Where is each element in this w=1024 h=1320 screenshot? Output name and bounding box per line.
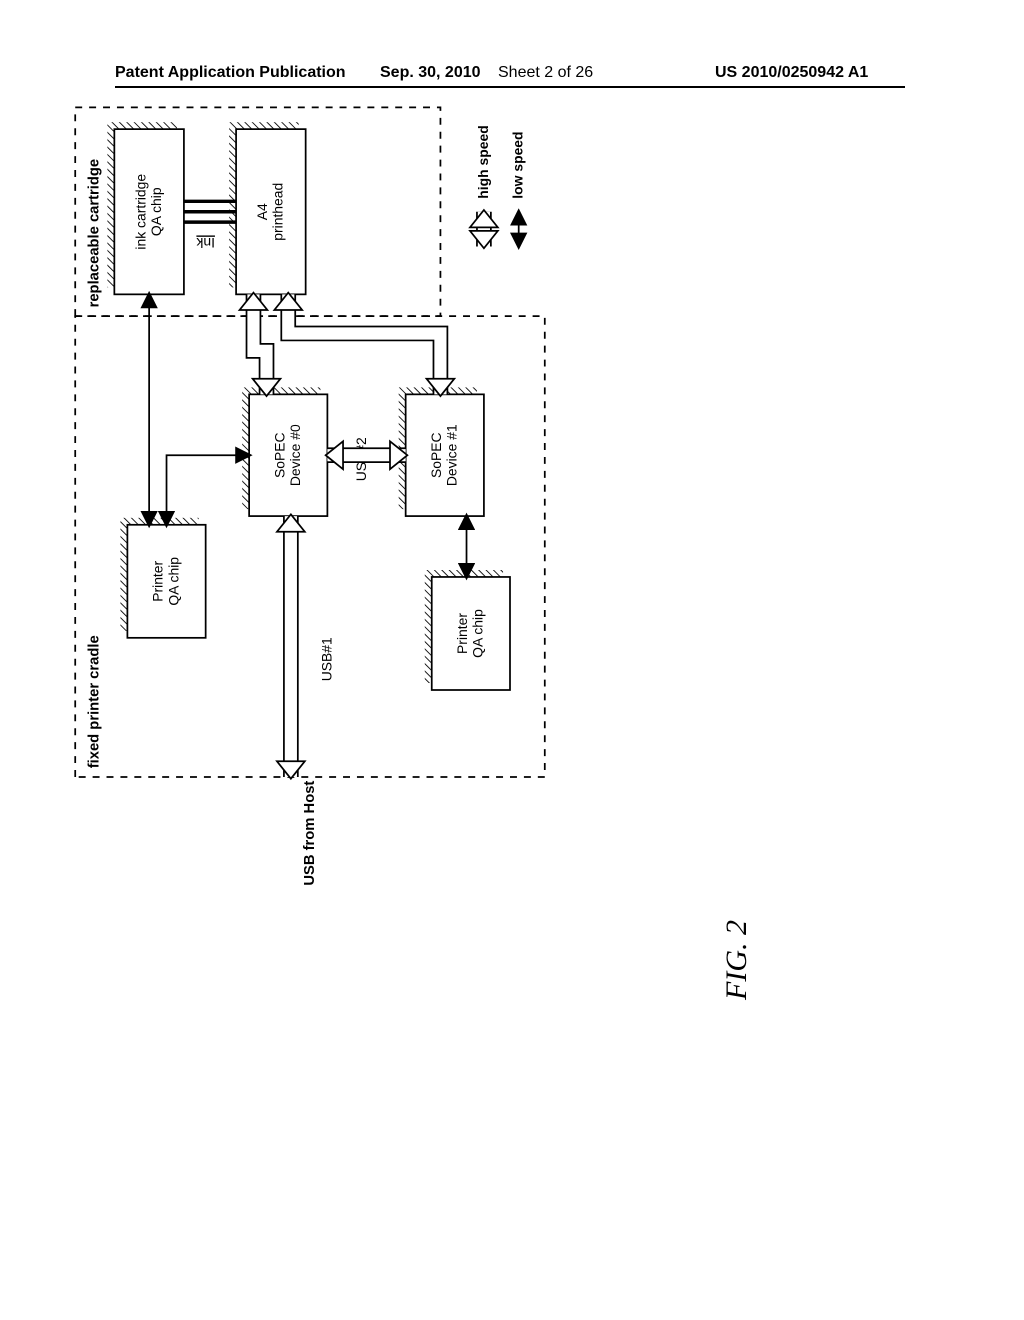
svg-text:PrinterQA chip: PrinterQA chip: [454, 609, 486, 658]
legend-high-speed: high speed: [475, 125, 491, 198]
svg-text:SoPECDevice #0: SoPECDevice #0: [271, 424, 303, 486]
header-right: US 2010/0250942 A1: [715, 64, 868, 82]
label-ink_lbl: Ink: [196, 235, 215, 251]
header-left: Patent Application Publication: [115, 64, 346, 82]
container-label-cradle: fixed printer cradle: [86, 635, 102, 768]
legend-low-speed: low speed: [509, 131, 525, 198]
svg-text:SoPECDevice #1: SoPECDevice #1: [428, 424, 460, 486]
container-label-cartridge: replaceable cartridge: [86, 159, 102, 308]
header-sheet: Sheet 2 of 26: [498, 64, 593, 82]
page: Patent Application Publication Sep. 30, …: [0, 0, 1024, 1320]
svg-text:PrinterQA chip: PrinterQA chip: [149, 557, 181, 606]
label-usb1_lbl: USB#1: [318, 637, 334, 681]
diagram-container: fixed printer cradlereplaceable cartridg…: [30, 330, 930, 890]
figure-label: FIG. 2: [720, 920, 754, 1000]
label-usb_host: USB from Host: [302, 781, 318, 886]
header-rule: [115, 86, 905, 88]
diagram-svg: fixed printer cradle replaceable cartridg…: [30, 90, 590, 890]
header-date: Sep. 30, 2010: [380, 64, 481, 82]
